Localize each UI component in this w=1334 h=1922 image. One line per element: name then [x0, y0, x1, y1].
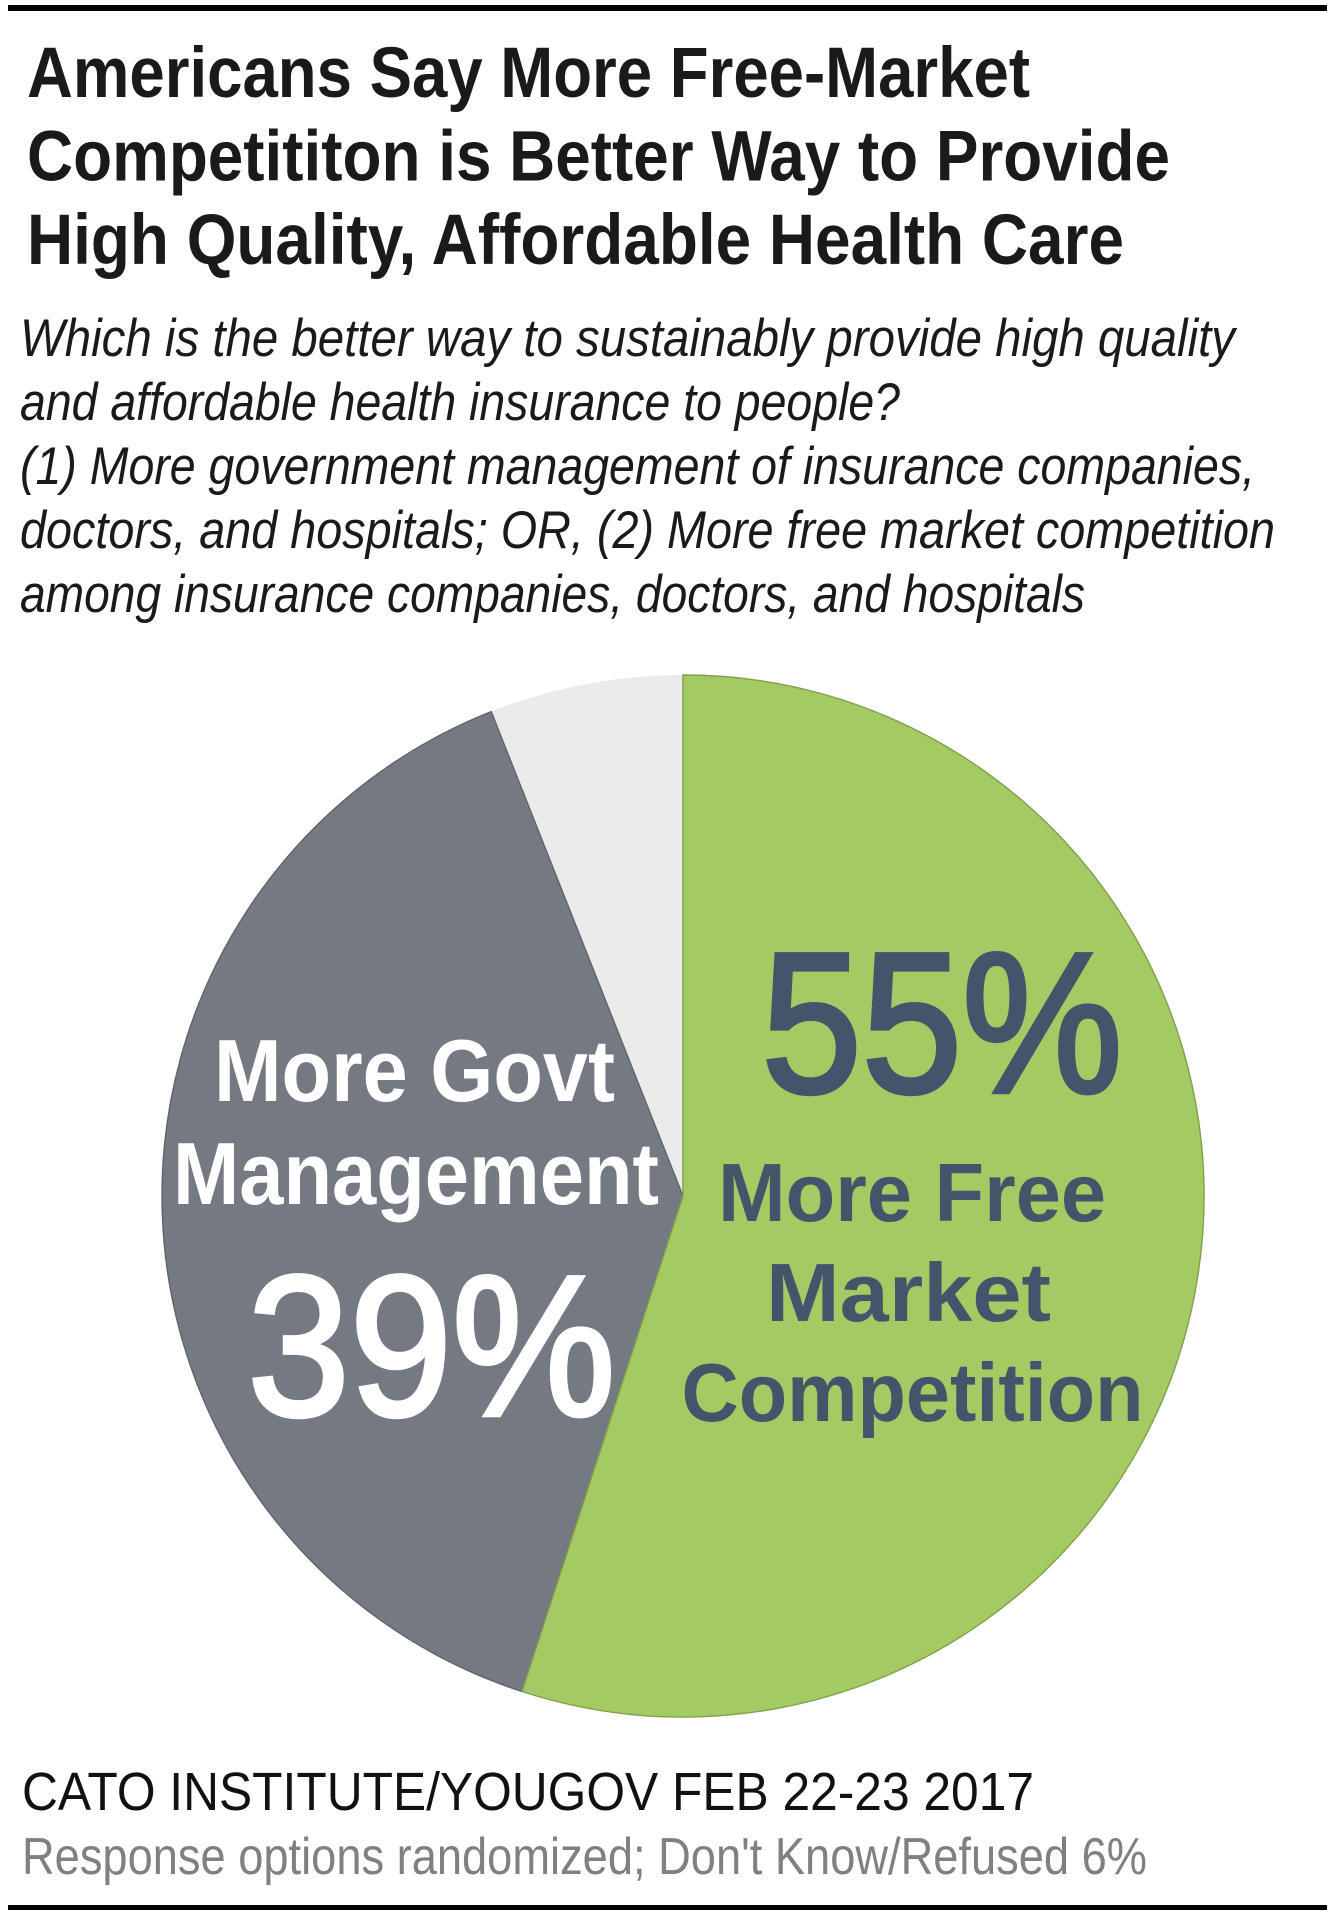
svg-text:Which is the better way to sus: Which is the better way to sustainably p…: [20, 309, 1238, 368]
svg-text:More Free: More Free: [718, 1146, 1106, 1239]
svg-text:Response options randomized; D: Response options randomized; Don't Know/…: [22, 1828, 1147, 1886]
svg-text:doctors, and hospitals; OR, (2: doctors, and hospitals; OR, (2) More fre…: [20, 501, 1275, 560]
svg-text:High Quality, Affordable Healt: High Quality, Affordable Health Care: [27, 201, 1124, 280]
svg-text:(1) More government management: (1) More government management of insura…: [20, 437, 1255, 496]
svg-text:Management: Management: [173, 1124, 659, 1223]
svg-text:More Govt: More Govt: [214, 1021, 615, 1120]
svg-text:Market: Market: [766, 1246, 1051, 1339]
svg-text:CATO INSTITUTE/YOUGOV FEB 22-2: CATO INSTITUTE/YOUGOV FEB 22-23 2017: [22, 1762, 1034, 1822]
svg-text:among insurance companies, doc: among insurance companies, doctors, and …: [20, 565, 1085, 624]
svg-text:Competititon is Better Way to: Competititon is Better Way to Provide: [27, 118, 1170, 197]
svg-text:Americans Say More Free-Market: Americans Say More Free-Market: [27, 34, 1030, 113]
svg-text:Competition: Competition: [682, 1346, 1144, 1439]
svg-text:55%: 55%: [762, 912, 1123, 1135]
svg-text:and affordable health insuranc: and affordable health insurance to peopl…: [20, 373, 900, 432]
svg-text:39%: 39%: [248, 1235, 616, 1458]
